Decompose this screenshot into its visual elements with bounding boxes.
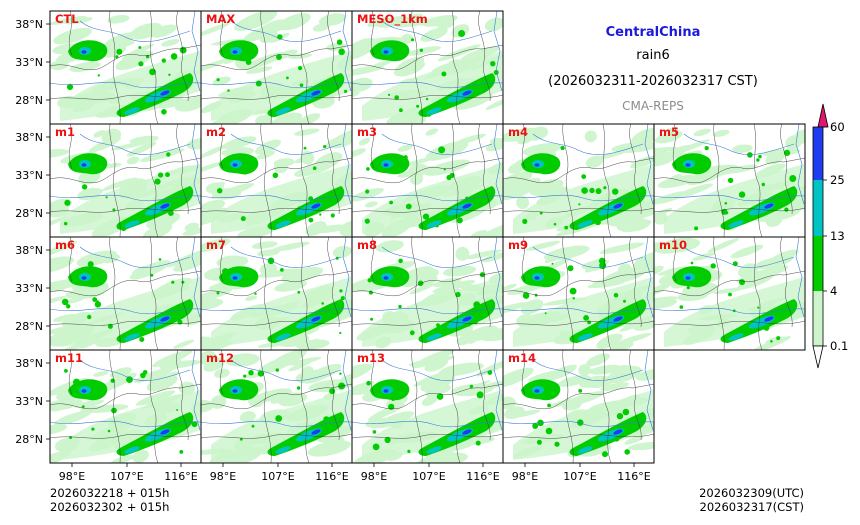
lon-tick-label: 116°E (164, 470, 197, 483)
colorbar-label-60: 60 (830, 120, 845, 134)
lon-tick-label: 98°E (59, 470, 85, 483)
colorbar: 60 25 13 4 0.1 (812, 103, 848, 369)
lon-tick-label: 116°E (617, 470, 650, 483)
colorbar-max-extension (817, 103, 829, 128)
map-panel-grid: CTL MAX MESO_1km m1 m2 m3 m4 m5 m6 m7 m8 m9 m10 m11 m1… (49, 10, 806, 464)
map-panel-m5: m5 (653, 123, 806, 238)
panel-label-m7: m7 (206, 238, 226, 252)
map-panel-m6: m6 (49, 236, 202, 351)
map-panel-m11: m11 (49, 349, 202, 464)
map-panel-m9: m9 (502, 236, 655, 351)
lat-tick-label: 33°N (15, 282, 43, 295)
colorbar-label-0.1: 0.1 (830, 339, 848, 353)
map-panel-max: MAX (200, 10, 353, 125)
colorbar-segment-25-60 (813, 127, 823, 180)
map-panel-m3: m3 (351, 123, 504, 238)
panel-label-m10: m10 (659, 238, 687, 252)
lat-tick-label: 38°N (15, 18, 43, 31)
lon-tick-label: 116°E (315, 470, 348, 483)
panel-label-m6: m6 (55, 238, 75, 252)
lat-tick-label: 33°N (15, 395, 43, 408)
colorbar-segment-0.1-4 (813, 291, 823, 346)
map-panel-m1: m1 (49, 123, 202, 238)
lat-tick-label: 38°N (15, 357, 43, 370)
panel-label-meso_1km: MESO_1km (357, 12, 428, 27)
panel-label-m14: m14 (508, 351, 536, 365)
panel-label-max: MAX (206, 12, 235, 26)
lon-tick-label: 107°E (563, 470, 596, 483)
valid-time-utc: 2026032309(UTC) (699, 486, 804, 500)
panel-label-m13: m13 (357, 351, 385, 365)
lat-tick-label: 28°N (15, 320, 43, 333)
map-panel-m7: m7 (200, 236, 353, 351)
panel-label-m3: m3 (357, 125, 377, 139)
region-title: CentralChina (606, 25, 701, 40)
init-time-utc: 2026032218 + 015h (50, 486, 169, 500)
longitude-axis: 98°E 107°E 116°E 98°E 107°E 116°E 98°E 107°E 116… (59, 463, 651, 483)
map-panel-m12: m12 (200, 349, 353, 464)
map-panel-m10: m10 (653, 236, 806, 351)
lat-tick-label: 38°N (15, 131, 43, 144)
colorbar-min-extension (812, 345, 824, 369)
panel-label-ctl: CTL (55, 12, 79, 26)
map-panel-meso_1km: MESO_1km (351, 10, 504, 125)
lon-tick-label: 107°E (110, 470, 143, 483)
panel-label-m1: m1 (55, 125, 75, 139)
colorbar-label-4: 4 (830, 284, 837, 298)
figure-footer: 2026032218 + 015h 2026032302 + 015h 2026… (50, 486, 804, 514)
colorbar-segment-13-25 (813, 180, 823, 236)
system-name: CMA-REPS (622, 99, 684, 113)
lon-tick-label: 116°E (466, 470, 499, 483)
lon-tick-label: 98°E (361, 470, 387, 483)
lat-tick-label: 28°N (15, 94, 43, 107)
panel-label-m9: m9 (508, 238, 528, 252)
lat-tick-label: 33°N (15, 56, 43, 69)
panel-label-m5: m5 (659, 125, 679, 139)
panel-label-m2: m2 (206, 125, 226, 139)
panel-label-m4: m4 (508, 125, 528, 139)
panel-label-m8: m8 (357, 238, 377, 252)
init-time-cst: 2026032302 + 015h (50, 500, 169, 514)
map-panel-m8: m8 (351, 236, 504, 351)
lon-tick-label: 107°E (261, 470, 294, 483)
variable-name: rain6 (636, 48, 669, 63)
valid-time-cst: 2026032317(CST) (700, 500, 805, 514)
latitude-axis: 38°N 33°N 28°N 38°N 33°N 28°N 38°N 33°N 28°N 38°N… (15, 18, 50, 446)
map-panel-m14: m14 (502, 349, 655, 464)
panel-label-m11: m11 (55, 351, 83, 365)
lat-tick-label: 28°N (15, 433, 43, 446)
map-panel-ctl: CTL (49, 10, 202, 125)
map-panel-m13: m13 (351, 349, 504, 464)
lon-tick-label: 107°E (412, 470, 445, 483)
lon-tick-label: 98°E (210, 470, 236, 483)
map-panel-m4: m4 (502, 123, 655, 238)
valid-period: (2026032311-2026032317 CST) (548, 74, 758, 89)
colorbar-label-13: 13 (830, 229, 845, 243)
panel-label-m12: m12 (206, 351, 234, 365)
lat-tick-label: 33°N (15, 169, 43, 182)
lat-tick-label: 38°N (15, 244, 43, 257)
lon-tick-label: 98°E (512, 470, 538, 483)
map-panel-m2: m2 (200, 123, 353, 238)
colorbar-label-25: 25 (830, 173, 845, 187)
lat-tick-label: 28°N (15, 207, 43, 220)
colorbar-segment-4-13 (813, 236, 823, 291)
figure-header: CentralChina rain6 (2026032311-202603231… (548, 25, 758, 113)
